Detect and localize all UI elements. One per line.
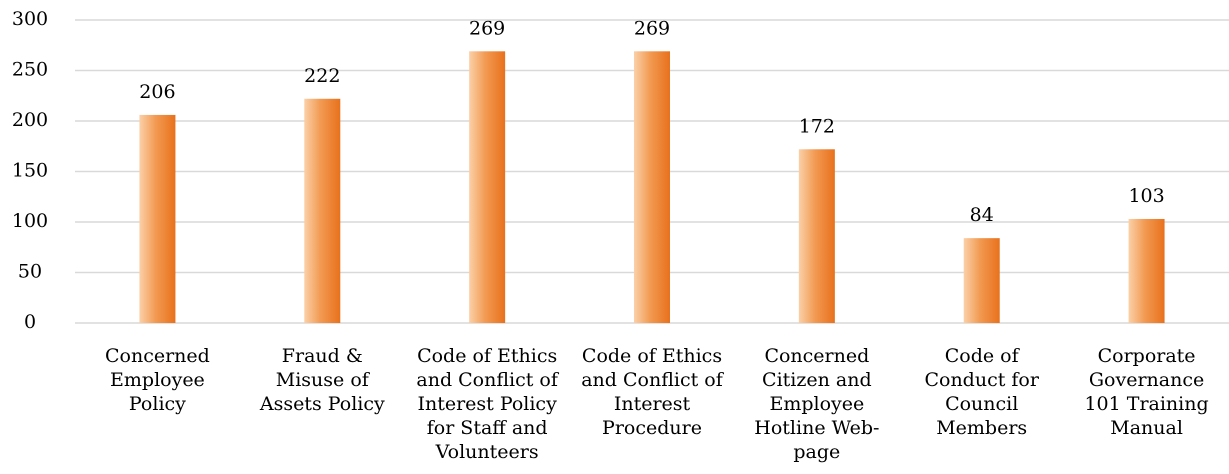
bar [1128, 218, 1165, 323]
y-tick-label: 0 [24, 311, 36, 333]
x-tick-label-line: Concerned [764, 345, 869, 367]
data-label: 84 [970, 204, 994, 226]
x-tick-label-line: Code of Ethics [582, 345, 722, 367]
x-tick-label: Fraud & Misuse of Assets Policy [259, 345, 385, 415]
x-tick-label-line: Manual [1110, 417, 1183, 439]
x-tick-label-line: Employee [769, 393, 864, 415]
y-tick-label: 100 [12, 210, 48, 232]
x-tick-label-line: Corporate [1098, 345, 1196, 367]
x-tick-label-line: Misuse of [276, 369, 371, 391]
x-tick-label-line: Council [945, 393, 1018, 415]
data-label: 269 [634, 17, 670, 39]
x-tick-label-line: Fraud & [282, 345, 363, 367]
data-label: 269 [469, 17, 505, 39]
x-tick-label-line: Volunteers [435, 441, 539, 463]
x-tick-label-line: Interest [614, 393, 691, 415]
x-tick-label-line: 101 Training [1084, 393, 1208, 415]
bar [634, 51, 670, 324]
bar [139, 114, 176, 323]
bar [304, 98, 341, 323]
x-tick-label-line: Conduct for [924, 369, 1039, 391]
data-label: 206 [139, 81, 175, 103]
x-tick-label-line: page [793, 441, 840, 463]
y-tick-label: 50 [18, 261, 42, 283]
x-tick-label-line: Concerned [105, 345, 210, 367]
x-tick-label: Concerned Citizen and Employee Hotline Web-… [754, 345, 879, 463]
x-tick-label-line: Employee [110, 369, 205, 391]
x-tick-label-line: Code of Ethics [417, 345, 557, 367]
x-tick-label: Corporate Governance 101 Training Manual [1084, 345, 1208, 439]
bar [963, 238, 1000, 323]
x-tick-label-line: Procedure [602, 417, 702, 439]
x-tick-label-line: Code of [945, 345, 1021, 367]
x-tick-label: Code of Conduct for Council Members [924, 345, 1039, 439]
bar [798, 149, 835, 323]
x-tick-label-line: Interest Policy [417, 393, 557, 415]
y-tick-label: 250 [12, 59, 48, 81]
y-tick-label: 200 [12, 109, 48, 131]
x-tick-label: Concerned Employee Policy [105, 345, 210, 415]
x-tick-label-line: and Conflict of [581, 369, 724, 391]
x-tick-label-line: Hotline Web- [754, 417, 879, 439]
data-label: 172 [799, 115, 835, 137]
x-tick-label-line: Assets Policy [259, 393, 385, 415]
x-tick-label: Code of Ethics and Conflict of Interest Pro… [581, 345, 724, 439]
x-tick-label-line: Members [936, 417, 1027, 439]
x-tick-label: Code of Ethics and Conflict of Interest Po… [416, 345, 559, 463]
y-tick-label: 300 [12, 8, 48, 30]
x-tick-label-line: Citizen and [762, 369, 872, 391]
data-label: 222 [304, 65, 340, 87]
bar [469, 51, 506, 324]
data-label: 103 [1128, 185, 1164, 207]
x-tick-label-line: Policy [129, 393, 186, 415]
x-tick-label-line: for Staff and [427, 417, 548, 439]
y-tick-label: 150 [12, 160, 48, 182]
x-tick-label-line: and Conflict of [416, 369, 559, 391]
x-tick-label-line: Governance [1089, 369, 1204, 391]
